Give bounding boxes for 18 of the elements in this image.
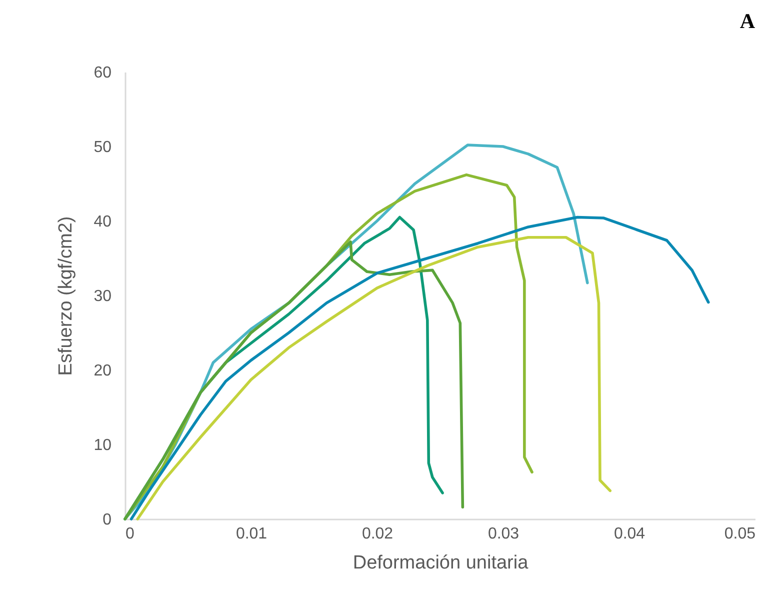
x-tick-label: 0.04 bbox=[614, 526, 646, 542]
y-axis-title: Esfuerzo (kgf/cm2) bbox=[56, 216, 77, 376]
y-tick-label: 20 bbox=[94, 362, 112, 380]
x-tick-label: 0.02 bbox=[362, 526, 394, 542]
y-tick-label: 40 bbox=[94, 214, 112, 230]
x-tick-label: 0.03 bbox=[488, 526, 520, 542]
y-tick-label: 50 bbox=[94, 139, 112, 156]
y-tick-label: 0 bbox=[102, 512, 112, 528]
line-series bbox=[136, 236, 612, 520]
x-axis-title: Deformación unitaria bbox=[352, 552, 529, 574]
chart-title: A bbox=[740, 9, 756, 33]
y-tick-label: 30 bbox=[94, 288, 112, 305]
line-series bbox=[130, 216, 710, 520]
x-tick-label: 0.01 bbox=[236, 526, 268, 542]
y-tick-label: 60 bbox=[94, 64, 112, 82]
x-tick-label: 0 bbox=[126, 526, 134, 542]
x-tick-label: 0.05 bbox=[724, 526, 756, 542]
y-tick-label: 10 bbox=[94, 437, 112, 454]
